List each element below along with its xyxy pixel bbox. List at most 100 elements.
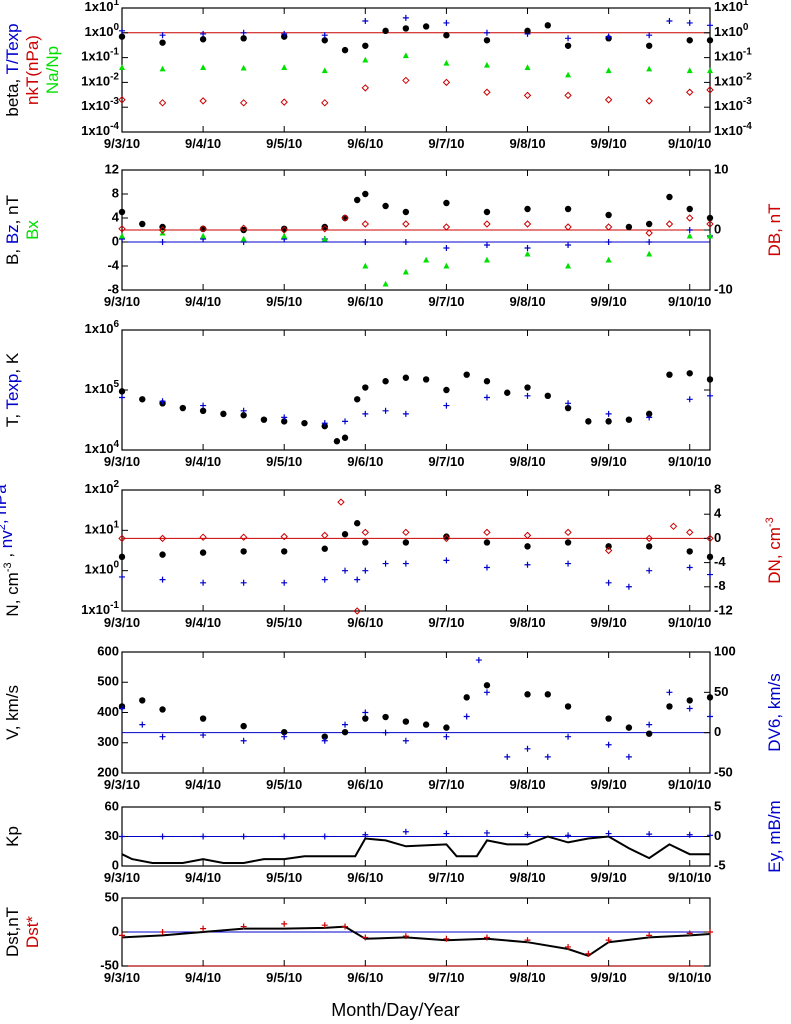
y-tick-label: 50 (105, 889, 119, 904)
data-point (443, 733, 450, 740)
data-point (686, 831, 693, 838)
data-point (159, 833, 166, 840)
data-point (605, 830, 612, 837)
data-point (333, 438, 341, 445)
data-point (523, 220, 532, 228)
y-axis-label: nkT(nPa) (23, 35, 42, 105)
x-tick-label: 9/7/10 (428, 970, 464, 985)
data-point (483, 564, 490, 571)
data-point (200, 579, 207, 586)
data-point (240, 548, 247, 555)
data-point (686, 930, 693, 937)
data-point (362, 17, 369, 24)
series-beta-3 (118, 76, 714, 107)
data-point (666, 371, 673, 378)
data-point (139, 396, 146, 403)
data-point (321, 67, 328, 74)
data-point (382, 27, 389, 35)
data-point (669, 522, 678, 531)
series-line (121, 835, 710, 864)
panel-Kp: 9/3/10 9/4/10 9/5/10 9/6/10 9/7/10 9/8/10 9/9/… (3, 798, 784, 885)
y2-tick-label: -5 (714, 857, 726, 872)
data-point (483, 934, 490, 941)
data-point (483, 256, 490, 263)
data-point (118, 534, 126, 543)
data-point (463, 713, 470, 720)
x-tick-label: 9/7/10 (428, 615, 464, 630)
x-tick-label: 9/10/10 (668, 454, 711, 469)
data-point (139, 721, 146, 728)
y2-tick-label: 1x10-3 (714, 96, 752, 114)
y-tick-label: 12 (105, 161, 119, 176)
data-point (483, 378, 491, 385)
data-point (260, 416, 268, 423)
data-point (645, 543, 653, 550)
data-point (321, 235, 328, 242)
series-B-1 (119, 227, 713, 251)
x-tick-label: 9/3/10 (104, 777, 140, 792)
x-tick-label: 9/7/10 (428, 294, 464, 309)
data-point (280, 532, 288, 541)
data-point (564, 223, 572, 231)
data-point (585, 418, 592, 425)
data-point (200, 732, 207, 739)
y-tick-label: 1x100 (85, 21, 120, 39)
data-point (362, 56, 369, 63)
x-tick-label: 9/9/10 (591, 454, 627, 469)
panel-Dst: 9/3/10 9/4/10 9/5/10 9/6/10 9/7/10 9/8/10 9/9/… (3, 889, 713, 985)
data-point (402, 528, 410, 537)
data-point (524, 561, 531, 568)
y2-axis-label: Ey, mB/m (765, 800, 784, 872)
series-line (121, 925, 711, 957)
x-tick-label: 9/8/10 (509, 454, 545, 469)
data-point (158, 534, 167, 543)
data-point (706, 37, 714, 44)
data-point (707, 571, 713, 578)
x-tick-label: 9/10/10 (668, 615, 711, 630)
data-point (342, 567, 349, 574)
data-point (281, 418, 288, 425)
data-point (382, 560, 389, 567)
data-point (159, 32, 166, 39)
series-B-2 (119, 229, 713, 287)
y2-tick-label: 5 (714, 798, 721, 813)
data-point (605, 741, 612, 748)
data-point (443, 724, 450, 731)
data-point (354, 396, 361, 403)
data-point (158, 99, 167, 107)
y-tick-label: 600 (97, 643, 119, 658)
y-axis-label: Dst,nT (3, 907, 22, 957)
data-point (321, 32, 328, 39)
data-point (706, 553, 714, 561)
x-tick-label: 9/4/10 (185, 136, 221, 151)
data-point (646, 65, 653, 72)
x-tick-label: 9/7/10 (428, 777, 464, 792)
y-tick-label: 300 (97, 734, 119, 749)
y2-tick-label: 0 (714, 724, 721, 739)
x-tick-label: 9/10/10 (668, 970, 711, 985)
data-point (402, 539, 410, 546)
x-tick-label: 9/5/10 (266, 454, 302, 469)
data-point (200, 64, 207, 70)
data-point (564, 539, 572, 546)
data-point (565, 560, 572, 567)
y-tick-label: 30 (105, 828, 119, 843)
y-axis-label: Na/Np (43, 46, 62, 94)
y2-tick-label: 1x100 (714, 21, 749, 39)
data-point (504, 753, 511, 760)
y2-axis-label: DB, nT (765, 204, 784, 257)
series-T-0 (118, 370, 714, 445)
series-T-1 (119, 392, 713, 427)
data-point (443, 245, 450, 251)
series-beta-2 (119, 52, 713, 78)
y-axis-label: beta, T/Texp (3, 23, 22, 116)
data-point (524, 384, 531, 391)
data-point (239, 533, 248, 541)
y-tick-label: 1x101 (85, 519, 120, 537)
data-point (240, 407, 247, 414)
series-N-0 (118, 520, 714, 561)
data-point (443, 935, 450, 942)
data-point (686, 564, 693, 571)
data-point (159, 929, 166, 935)
